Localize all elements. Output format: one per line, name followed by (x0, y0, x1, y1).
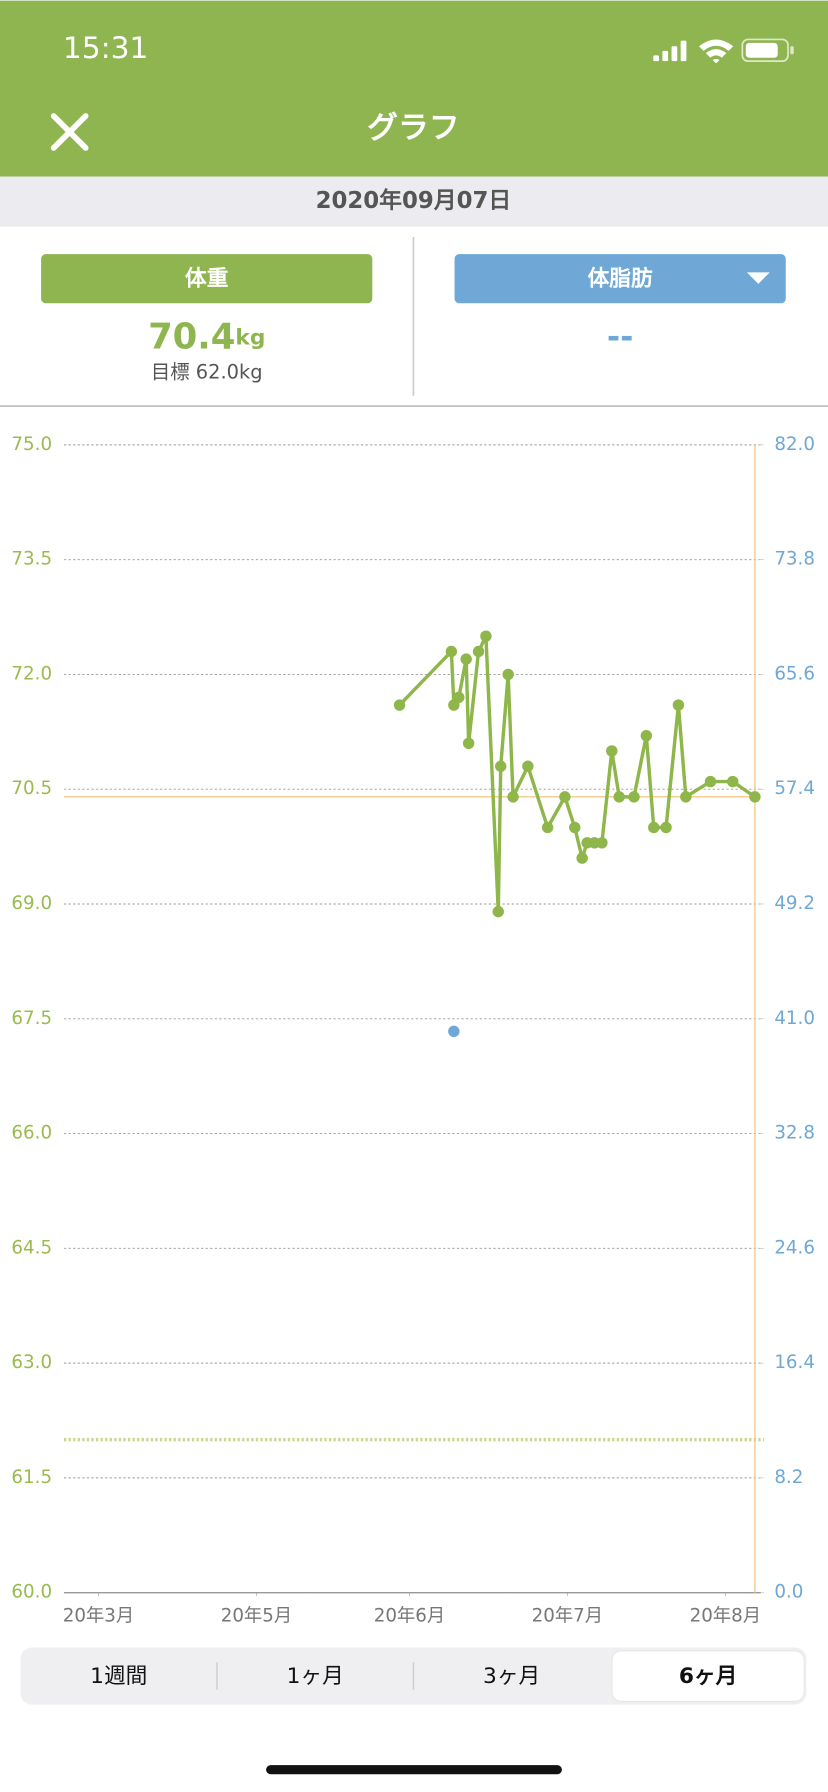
x-tick-label: 20年6月 (374, 1606, 445, 1627)
tab-selected (611, 1650, 805, 1702)
data-point (576, 852, 588, 864)
weight-goal: 目標 62.0kg (151, 360, 263, 383)
dropdown-arrow (746, 272, 770, 284)
data-point (393, 699, 406, 711)
fat-label: 体脂肪 (588, 266, 653, 291)
data-point (445, 645, 458, 658)
data-point (522, 760, 534, 772)
y-tick-label: 73.5 (11, 549, 52, 570)
data-point (460, 653, 472, 665)
data-point (448, 1025, 460, 1038)
y-tick-label: 66.0 (11, 1123, 52, 1144)
data-point (672, 699, 685, 711)
y2-tick-label: 16.4 (774, 1352, 815, 1373)
weight-unit: kg (235, 326, 265, 351)
data-point (726, 775, 739, 788)
header-bar (0, 0, 828, 177)
data-point (596, 837, 608, 849)
y2-tick-label: 73.8 (774, 549, 815, 570)
y-tick-label: 60.0 (11, 1582, 52, 1603)
x-tick-label: 20年5月 (221, 1606, 292, 1627)
data-point (453, 691, 465, 704)
y2-tick-label: 65.6 (774, 663, 815, 684)
weight-value: 70.4kg (148, 317, 265, 358)
y-tick-label: 69.0 (11, 893, 52, 914)
series-line (398, 634, 756, 914)
fat-value: -- (607, 318, 634, 356)
data-point (480, 630, 492, 642)
data-point (541, 821, 554, 834)
data-point (492, 905, 504, 918)
y-tick-label: 64.5 (11, 1237, 52, 1258)
data-point (704, 775, 717, 788)
data-point (680, 791, 692, 803)
weight-button[interactable] (41, 254, 373, 304)
y2-tick-label: 49.2 (774, 893, 815, 914)
x-tick-label: 20年3月 (63, 1606, 134, 1627)
data-point (640, 729, 653, 742)
status-time: 15:31 (63, 31, 149, 66)
date-bar (0, 176, 828, 227)
data-point (495, 760, 507, 772)
y2-tick-label: 0.0 (774, 1582, 803, 1603)
tab[interactable]: 1ヶ月 (287, 1664, 344, 1689)
fat-button[interactable] (454, 254, 786, 304)
data-point (606, 745, 618, 757)
y2-tick-label: 24.6 (774, 1237, 815, 1258)
data-point (507, 791, 519, 803)
chart: 60.0 61.5 63.0 64.5 66.0 67.5 69.0 70.5 72.0 73.5… (11, 434, 815, 1627)
data-point (628, 791, 640, 803)
y-tick-label: 70.5 (11, 778, 52, 799)
y2-tick-label: 82.0 (774, 434, 815, 455)
data-point (462, 737, 475, 750)
header-title: グラフ (367, 110, 459, 146)
tabs: 1週間 1ヶ月 3ヶ月 6ヶ月 (90, 1650, 805, 1702)
y-tick-label: 63.0 (11, 1352, 52, 1373)
y2-tick-label: 57.4 (774, 778, 815, 799)
data-point (660, 821, 672, 834)
data-point (648, 821, 660, 834)
tab[interactable]: 6ヶ月 (679, 1664, 737, 1689)
data-point (502, 668, 514, 681)
data-point (569, 821, 581, 834)
y2-tick-label: 8.2 (774, 1467, 803, 1488)
status-icons (653, 38, 794, 64)
weight-number: 70.4 (148, 317, 235, 358)
weight-label: 体重 (185, 266, 228, 291)
home-indicator (266, 1765, 562, 1775)
x-tick-label: 20年8月 (690, 1606, 761, 1627)
y-tick-label: 67.5 (11, 1008, 52, 1029)
tab[interactable]: 1週間 (90, 1664, 147, 1689)
y2-tick-label: 32.8 (774, 1123, 815, 1144)
date-text: 2020年09月07日 (316, 187, 512, 214)
y2-tick-label: 41.0 (774, 1008, 815, 1029)
y-tick-label: 75.0 (11, 434, 52, 455)
data-point (613, 791, 625, 803)
data-point (559, 791, 571, 803)
y-tick-label: 72.0 (11, 663, 52, 684)
tab[interactable]: 3ヶ月 (483, 1664, 540, 1689)
x-tick-label: 20年7月 (532, 1606, 603, 1627)
y-tick-label: 61.5 (11, 1467, 52, 1488)
data-point (749, 791, 761, 803)
data-point (472, 645, 485, 658)
close-button[interactable] (50, 113, 89, 151)
